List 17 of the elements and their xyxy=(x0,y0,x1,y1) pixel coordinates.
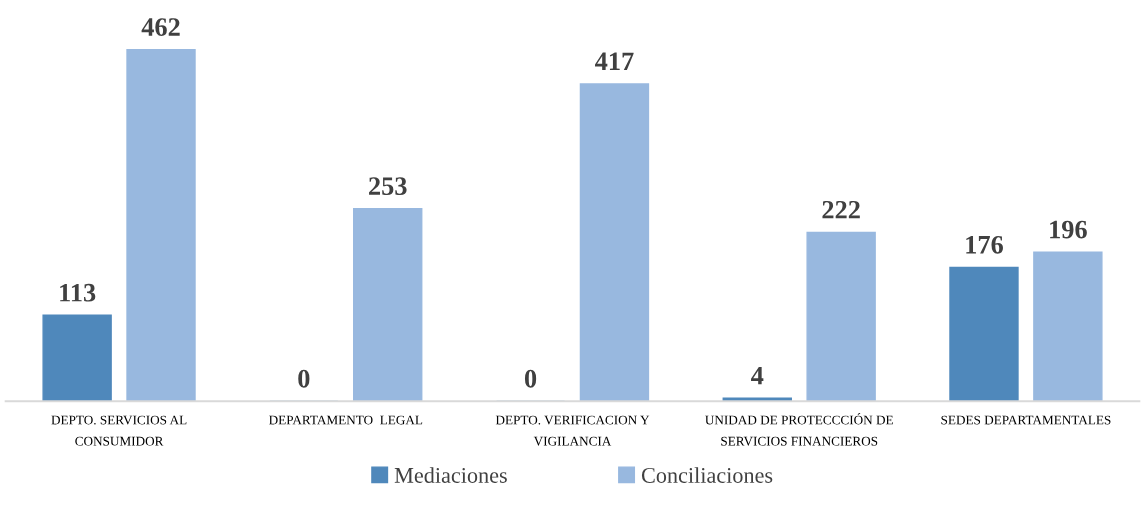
x-tick-label: DEPTO. VERIFICACION Y VIGILANCIA xyxy=(495,415,650,446)
data-label: 196 xyxy=(1050,220,1087,239)
data-label: 222 xyxy=(822,200,860,219)
data-label: 0 xyxy=(298,369,310,388)
data-label: 113 xyxy=(60,283,96,302)
legend-label: Mediaciones xyxy=(394,467,507,483)
data-label: 176 xyxy=(966,235,1003,254)
x-tick-label: DEPARTAMENTO LEGAL xyxy=(269,415,423,425)
x-tick-label: DEPTO. SERVICIOS AL CONSUMIDOR xyxy=(51,415,187,446)
x-tick-label: SEDES DEPARTAMENTALES xyxy=(941,415,1111,425)
legend-label: Conciliaciones xyxy=(641,467,773,483)
data-label: 4 xyxy=(751,366,764,385)
data-label: 253 xyxy=(369,177,407,196)
data-label: 417 xyxy=(595,52,634,70)
data-label: 462 xyxy=(141,18,180,36)
data-label: 0 xyxy=(524,369,537,388)
x-tick-label: UNIDAD DE PROTECCCIÓN DE SERVICIOS FINANCIEROS xyxy=(705,413,893,446)
